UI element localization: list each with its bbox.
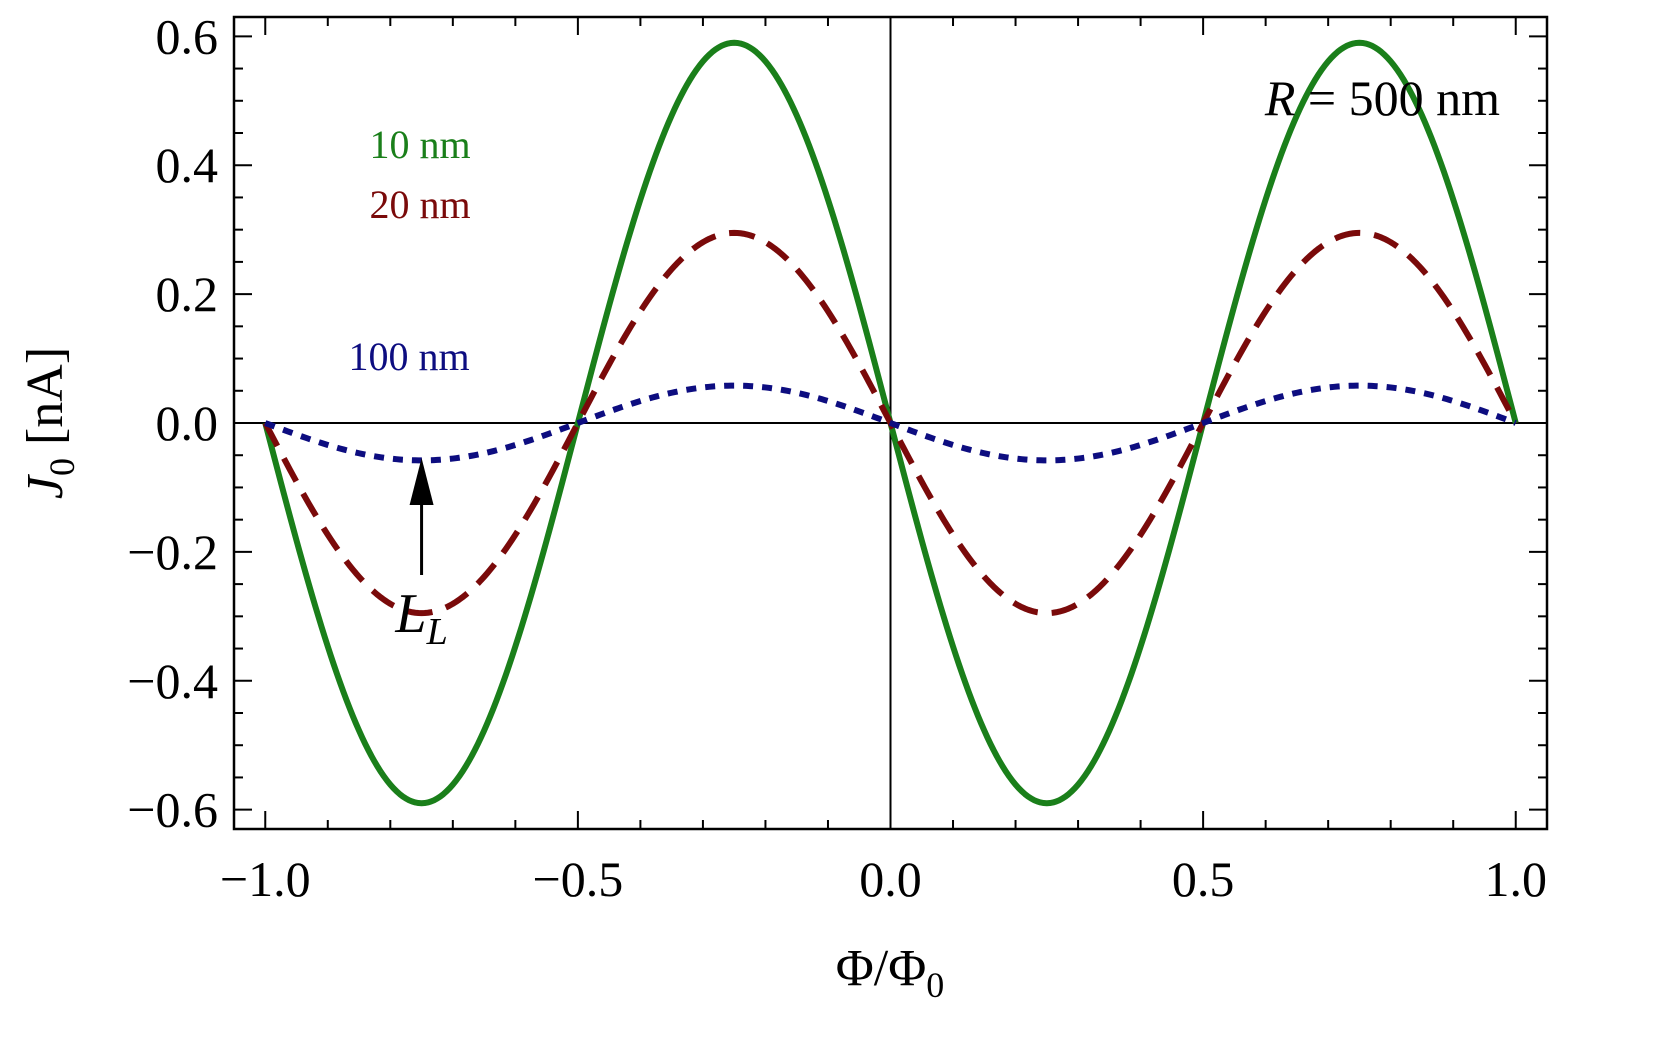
series-label-20nm: 20 nm — [369, 182, 470, 227]
arrow-label: LL — [394, 583, 447, 653]
y-tick-label: 0.6 — [156, 8, 219, 64]
x-tick-label: 0.5 — [1172, 851, 1235, 907]
arrow-label-sub: L — [426, 611, 448, 653]
x-axis-title-main: Φ/Φ — [836, 940, 926, 997]
y-axis-title-main: J — [17, 473, 74, 499]
x-tick-label: 0.0 — [859, 851, 922, 907]
radius-annotation: R = 500 nm — [1264, 70, 1500, 126]
x-axis-title-sub: 0 — [926, 965, 944, 1005]
series-label-10nm: 10 nm — [369, 122, 470, 167]
y-axis-title-unit: [nA] — [17, 347, 74, 458]
radius-symbol: R — [1264, 70, 1296, 126]
y-tick-label: 0.2 — [156, 266, 219, 322]
y-tick-label: −0.2 — [127, 524, 218, 580]
arrow-annotation: LL — [394, 458, 448, 653]
x-axis-title: Φ/Φ0 — [836, 940, 944, 1005]
series-group — [262, 39, 1519, 807]
series-label-100nm: 100 nm — [348, 334, 469, 379]
x-tick-label: −1.0 — [220, 851, 311, 907]
y-axis-title: J0 [nA] — [17, 347, 82, 499]
y-axis-title-sub: 0 — [42, 458, 82, 476]
x-tick-label: −0.5 — [533, 851, 624, 907]
series-line-100nm — [264, 382, 1517, 464]
y-tick-label: −0.6 — [127, 782, 218, 838]
radius-value: = 500 nm — [1295, 70, 1500, 126]
arrow-head — [409, 458, 434, 505]
ticks: −1.0 −0.5 0.0 0.5 1.0 0.6 0.4 0.2 0.0 −0.2 −0.4 −0.… — [127, 8, 1547, 907]
y-tick-label: −0.4 — [127, 653, 218, 709]
y-tick-label: 0.4 — [156, 137, 219, 193]
arrow-label-main: L — [394, 583, 426, 645]
y-tick-label: 0.0 — [156, 395, 219, 451]
x-tick-label: 1.0 — [1484, 851, 1547, 907]
